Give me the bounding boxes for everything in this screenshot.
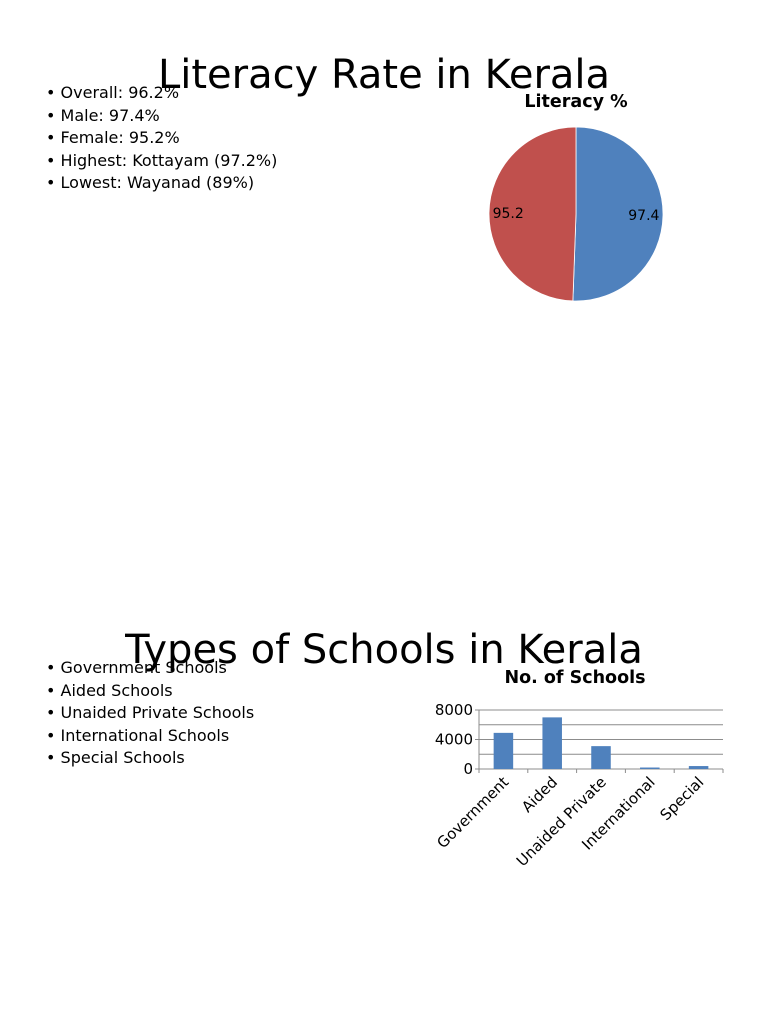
- list-item: Aided Schools: [46, 680, 254, 703]
- list-item: Government Schools: [46, 657, 254, 680]
- x-tick-label: Government: [433, 773, 512, 852]
- slide2-bullet-list: Government Schools Aided Schools Unaided…: [46, 657, 255, 770]
- list-item: Highest: Kottayam (97.2%): [46, 150, 278, 173]
- list-item: International Schools: [46, 725, 254, 748]
- bar-government: [493, 732, 514, 769]
- list-item: Male: 97.4%: [46, 105, 277, 128]
- bar-chart-title: No. of Schools: [504, 668, 646, 688]
- y-tick-label: 4000: [435, 731, 473, 749]
- pie-slice-female: [488, 126, 577, 302]
- list-item: Lowest: Wayanad (89%): [46, 172, 277, 195]
- bar-unaided-private: [591, 746, 611, 769]
- pie-slice-male: [572, 126, 664, 302]
- bar-aided: [542, 717, 562, 769]
- bar-international: [640, 767, 660, 769]
- pie-chart-title: Literacy %: [524, 92, 628, 112]
- pie-data-label: 95.2: [493, 206, 524, 222]
- pie-data-label: 97.4: [628, 208, 659, 224]
- list-item: Unaided Private Schools: [46, 702, 255, 725]
- slide1-bullet-list: Overall: 96.2% Male: 97.4% Female: 95.2%…: [46, 82, 278, 195]
- y-tick-label: 8000: [435, 701, 473, 719]
- bar-special: [688, 766, 709, 769]
- list-item: Special Schools: [46, 747, 254, 770]
- y-tick-label: 0: [463, 760, 473, 778]
- x-tick-label: Special: [656, 773, 707, 824]
- list-item: Female: 95.2%: [46, 127, 277, 150]
- x-tick-label: International: [578, 773, 658, 853]
- x-tick-label: Unaided Private: [513, 773, 610, 870]
- list-item: Overall: 96.2%: [46, 82, 277, 105]
- x-tick-label: Aided: [518, 773, 561, 816]
